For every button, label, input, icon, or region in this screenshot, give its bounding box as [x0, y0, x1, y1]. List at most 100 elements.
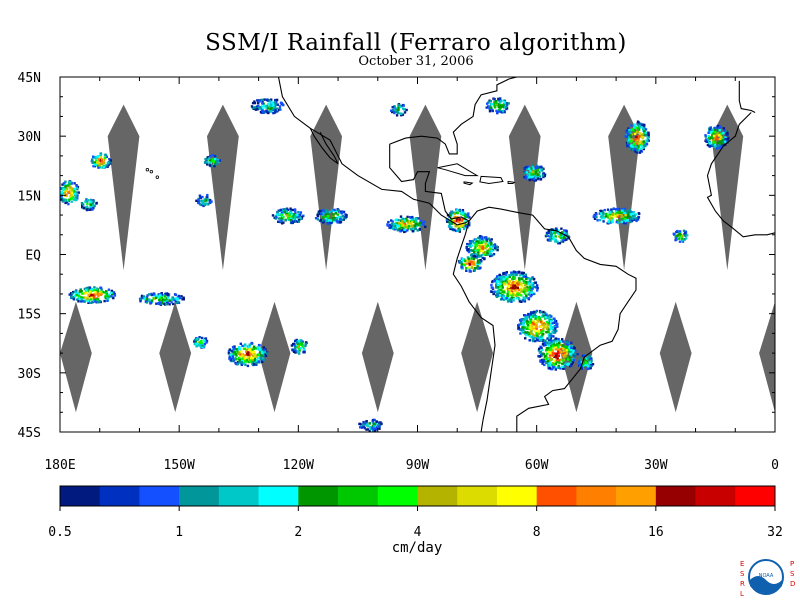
- rain-pixel: [454, 217, 458, 221]
- rain-pixel: [541, 360, 545, 363]
- rain-pixel: [253, 100, 256, 103]
- rain-pixel: [555, 231, 558, 234]
- rain-pixel: [475, 240, 479, 243]
- rain-pixel: [570, 345, 573, 348]
- rain-pixel: [257, 360, 261, 363]
- rain-pixel: [150, 293, 154, 297]
- rain-pixel: [716, 141, 720, 144]
- rain-pixel: [710, 128, 714, 131]
- rain-pixel: [525, 281, 528, 284]
- rain-pixel: [473, 251, 476, 254]
- rain-pixel: [86, 298, 89, 301]
- rain-pixel: [257, 346, 260, 349]
- rain-pixel: [523, 175, 526, 179]
- rain-pixel: [528, 171, 532, 174]
- rain-pixel: [534, 315, 537, 318]
- rain-pixel: [240, 350, 243, 353]
- rain-pixel: [530, 173, 533, 177]
- rain-pixel: [509, 292, 513, 295]
- rain-pixel: [478, 254, 481, 257]
- rain-pixel: [479, 261, 482, 264]
- rain-pixel: [408, 222, 411, 225]
- rain-pixel: [77, 295, 81, 298]
- rain-pixel: [98, 300, 102, 303]
- rain-pixel: [154, 296, 158, 299]
- rain-pixel: [211, 154, 214, 157]
- rain-pixel: [713, 134, 716, 138]
- rain-pixel: [546, 234, 550, 237]
- rain-pixel: [524, 316, 527, 319]
- rain-pixel: [454, 216, 457, 219]
- rain-pixel: [583, 354, 586, 357]
- rain-pixel: [393, 223, 396, 226]
- rain-pixel: [520, 300, 523, 303]
- map-title: SSM/I Rainfall (Ferraro algorithm): [205, 30, 627, 56]
- rain-pixel: [73, 187, 76, 191]
- rain-pixel: [165, 300, 168, 303]
- rain-pixel: [148, 293, 151, 296]
- rain-pixel: [296, 341, 299, 344]
- rain-pixel: [497, 290, 500, 293]
- rain-pixel: [258, 100, 261, 103]
- rain-pixel: [582, 363, 585, 366]
- rain-pixel: [566, 363, 569, 366]
- rain-pixel: [481, 247, 485, 251]
- rain-pixel: [304, 344, 307, 348]
- rain-pixel: [161, 298, 164, 302]
- rain-pixel: [148, 299, 151, 302]
- rain-pixel: [631, 212, 634, 216]
- rain-pixel: [75, 196, 79, 199]
- rain-pixel: [640, 142, 644, 145]
- rain-pixel: [528, 335, 531, 338]
- rain-pixel: [522, 279, 525, 283]
- rain-pixel: [272, 108, 276, 111]
- rain-pixel: [462, 212, 465, 215]
- rain-pixel: [281, 209, 284, 212]
- rain-pixel: [547, 317, 551, 320]
- rain-pixel: [270, 103, 274, 106]
- rain-pixel: [526, 165, 529, 168]
- rain-pixel: [275, 108, 279, 112]
- rain-pixel: [230, 350, 234, 353]
- rain-pixel: [554, 240, 557, 243]
- rain-pixel: [542, 172, 545, 175]
- rain-pixel: [555, 324, 559, 327]
- rain-pixel: [411, 215, 414, 219]
- rain-pixel: [490, 238, 493, 241]
- rain-pixel: [70, 294, 73, 297]
- rain-pixel: [280, 216, 284, 220]
- rain-pixel: [199, 196, 202, 200]
- rain-pixel: [713, 126, 716, 130]
- rain-pixel: [529, 295, 533, 298]
- rain-pixel: [263, 104, 266, 107]
- rain-pixel: [531, 315, 534, 318]
- no-data-swath: [608, 104, 640, 271]
- rain-pixel: [336, 221, 339, 224]
- rain-pixel: [285, 210, 288, 213]
- rain-pixel: [468, 244, 471, 247]
- rain-pixel: [635, 139, 638, 142]
- rain-pixel: [637, 216, 641, 219]
- rain-pixel: [647, 132, 650, 136]
- rain-pixel: [637, 139, 640, 142]
- rain-pixel: [91, 293, 95, 297]
- rain-pixel: [477, 236, 480, 240]
- rain-pixel: [519, 332, 522, 335]
- rain-pixel: [391, 108, 395, 112]
- rain-pixel: [518, 274, 522, 277]
- rain-pixel: [467, 257, 470, 260]
- rain-pixel: [146, 294, 149, 297]
- rain-pixel: [487, 105, 490, 108]
- rain-pixel: [645, 142, 648, 146]
- rain-pixel: [250, 105, 254, 108]
- rain-pixel: [563, 352, 566, 355]
- rain-pixel: [579, 365, 582, 368]
- rain-pixel: [245, 348, 248, 351]
- rain-pixel: [497, 103, 500, 106]
- rain-pixel: [62, 198, 65, 202]
- rain-pixel: [316, 213, 319, 217]
- rain-pixel: [448, 225, 451, 228]
- rain-pixel: [541, 314, 544, 318]
- rain-pixel: [406, 215, 409, 219]
- rain-pixel: [368, 422, 371, 425]
